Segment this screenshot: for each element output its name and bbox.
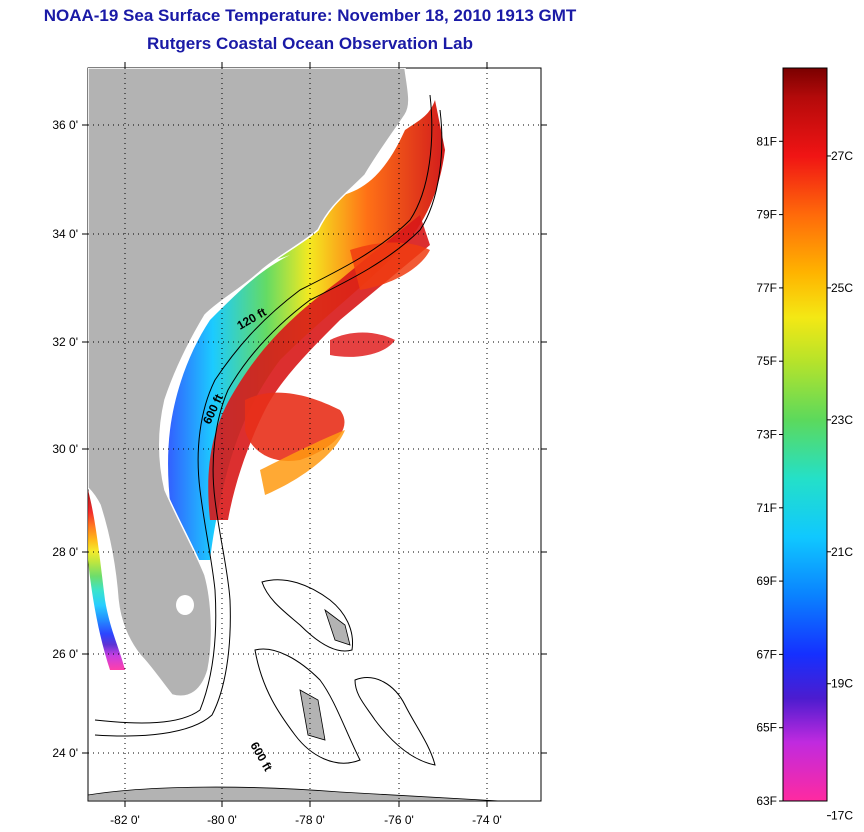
- colorbar-c-label: 19C: [831, 677, 853, 691]
- colorbar-f-label: 63F: [756, 794, 777, 808]
- lat-label: 32 0': [52, 335, 78, 349]
- colorbar: [782, 67, 828, 802]
- lat-label: 34 0': [52, 227, 78, 241]
- bahamas-eastern-bank: [354, 677, 436, 766]
- gulf-coast-band: [88, 490, 125, 670]
- lon-label: -80 0': [207, 813, 237, 827]
- sst-coastal-band: [88, 100, 445, 560]
- lat-label: 36 0': [52, 118, 78, 132]
- colorbar-c-label: 21C: [831, 545, 853, 559]
- bahamas-island: [324, 608, 351, 646]
- map-subtitle: Rutgers Coastal Ocean Observation Lab: [147, 34, 473, 53]
- cuba-coast: [88, 786, 501, 801]
- colorbar-f-label: 65F: [756, 721, 777, 735]
- warm-filament: [330, 332, 395, 357]
- colorbar-f-label: 75F: [756, 354, 777, 368]
- grid-lines: [88, 68, 541, 801]
- colorbar-c-label: 25C: [831, 281, 853, 295]
- lon-label: -74 0': [472, 813, 502, 827]
- warm-filament-2: [260, 430, 345, 495]
- colorbar-c-label: 17C: [831, 809, 853, 823]
- contour-600ft: [94, 109, 443, 737]
- lat-label: 24 0': [52, 746, 78, 760]
- colorbar-celsius-ticks: 27C 25C 23C 21C 19C 17C: [827, 149, 853, 823]
- colorbar-f-label: 67F: [756, 647, 777, 661]
- bahamas-little-bank: [261, 579, 354, 652]
- colorbar-fahrenheit-ticks: 81F 79F 77F 75F 73F 71F 69F 67F 65F 63F: [756, 134, 783, 808]
- colorbar-f-label: 77F: [756, 281, 777, 295]
- lon-label: -82 0': [110, 813, 140, 827]
- lake-okeechobee: [176, 595, 194, 615]
- contour-120ft: [94, 94, 433, 724]
- latitude-labels: 36 0' 34 0' 32 0' 30 0' 28 0' 26 0' 24 0': [52, 118, 547, 760]
- map-title: NOAA-19 Sea Surface Temperature: Novembe…: [43, 6, 577, 25]
- land-us-southeast: [88, 68, 410, 697]
- andros-island: [299, 689, 326, 741]
- warm-filament-3: [350, 242, 430, 290]
- colorbar-c-label: 27C: [831, 149, 853, 163]
- colorbar-f-label: 69F: [756, 574, 777, 588]
- colorbar-c-label: 23C: [831, 413, 853, 427]
- colorbar-f-label: 81F: [756, 134, 777, 148]
- colorbar-f-label: 73F: [756, 428, 777, 442]
- lon-label: -76 0': [384, 813, 414, 827]
- lat-label: 26 0': [52, 647, 78, 661]
- colorbar-f-label: 71F: [756, 501, 777, 515]
- lat-label: 28 0': [52, 545, 78, 559]
- lon-label: -78 0': [295, 813, 325, 827]
- lat-label: 30 0': [52, 442, 78, 456]
- colorbar-f-label: 79F: [756, 208, 777, 222]
- longitude-labels: -82 0' -80 0' -78 0' -76 0' -74 0': [110, 62, 502, 827]
